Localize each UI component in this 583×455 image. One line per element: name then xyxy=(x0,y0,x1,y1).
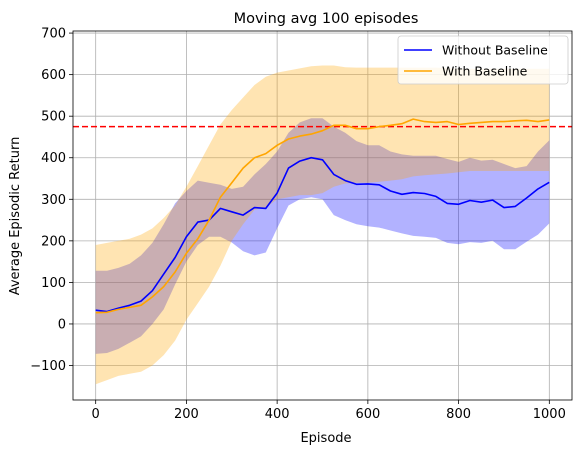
y-tick-label: 100 xyxy=(41,276,66,291)
y-tick-label: 500 xyxy=(41,110,66,125)
y-tick-label: 300 xyxy=(41,193,66,208)
y-tick-label: 400 xyxy=(41,151,66,166)
y-tick-label: 200 xyxy=(41,234,66,249)
legend: Without Baseline With Baseline xyxy=(398,36,568,84)
x-tick-label: 600 xyxy=(355,407,380,422)
x-tick-label: 400 xyxy=(265,407,290,422)
x-tick-label: 0 xyxy=(92,407,100,422)
legend-label-0: Without Baseline xyxy=(442,43,548,58)
x-tick-label: 800 xyxy=(446,407,471,422)
x-tick-label: 200 xyxy=(174,407,199,422)
chart-title: Moving avg 100 episodes xyxy=(234,11,419,27)
confidence-bands xyxy=(96,66,550,385)
x-axis-title: Episode xyxy=(300,431,351,446)
y-tick-label: −100 xyxy=(30,359,66,374)
legend-label-1: With Baseline xyxy=(442,64,528,79)
y-axis-title: Average Episodic Return xyxy=(8,137,23,296)
y-tick-label: 0 xyxy=(58,317,66,332)
y-tick-label: 600 xyxy=(41,68,66,83)
x-tick-label: 1000 xyxy=(533,407,566,422)
y-tick-label: 700 xyxy=(41,27,66,42)
